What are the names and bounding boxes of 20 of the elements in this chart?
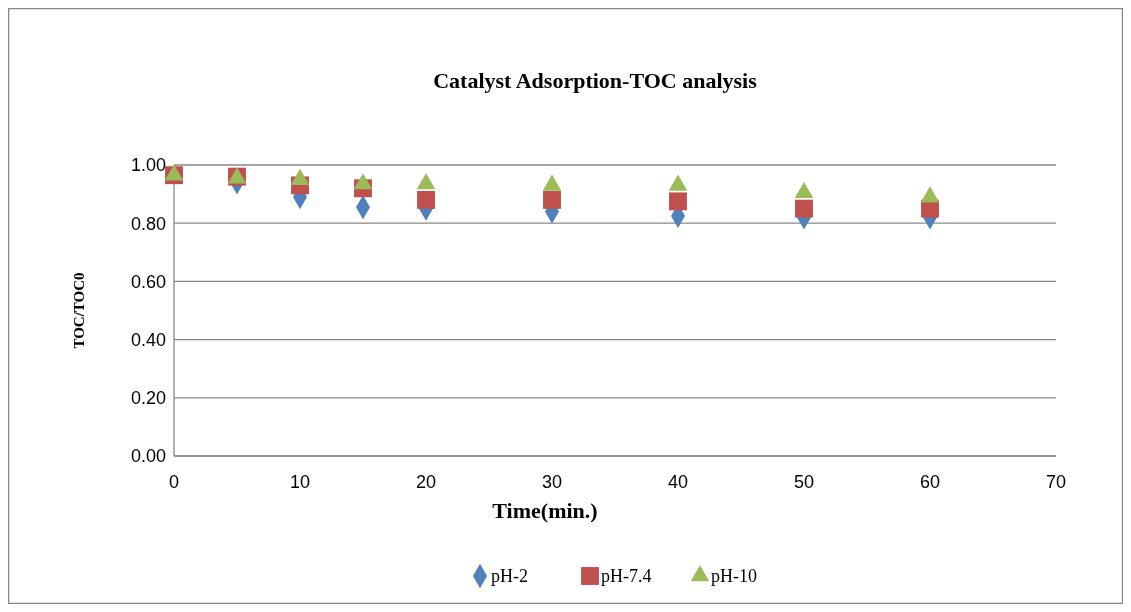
x-tick-label: 60 [919,472,941,492]
x-axis-title: Time(min.) [492,498,598,523]
x-tick-label: 70 [1045,472,1067,492]
x-tick-label: 40 [667,472,689,492]
legend-label: pH-2 [491,566,528,587]
chart-title: Catalyst Adsorption-TOC analysis [433,68,758,93]
y-tick-label: 0.60 [130,271,166,292]
x-tick-label: 50 [793,472,815,492]
x-tick-label: 10 [289,472,311,492]
y-tick-label: 0.20 [130,388,166,409]
y-tick-label: 1.00 [130,155,166,176]
y-tick-label: 0.00 [130,446,166,467]
legend-label: pH-7.4 [601,566,652,587]
y-tick-label: 0.80 [130,213,166,234]
x-tick-label: 30 [541,472,563,492]
legend-label: pH-10 [711,566,757,587]
y-tick-label: 0.40 [130,329,166,350]
x-tick-label: 0 [168,472,180,492]
x-tick-label: 20 [415,472,437,492]
y-axis-title: TOC/TOC0 [71,272,87,349]
